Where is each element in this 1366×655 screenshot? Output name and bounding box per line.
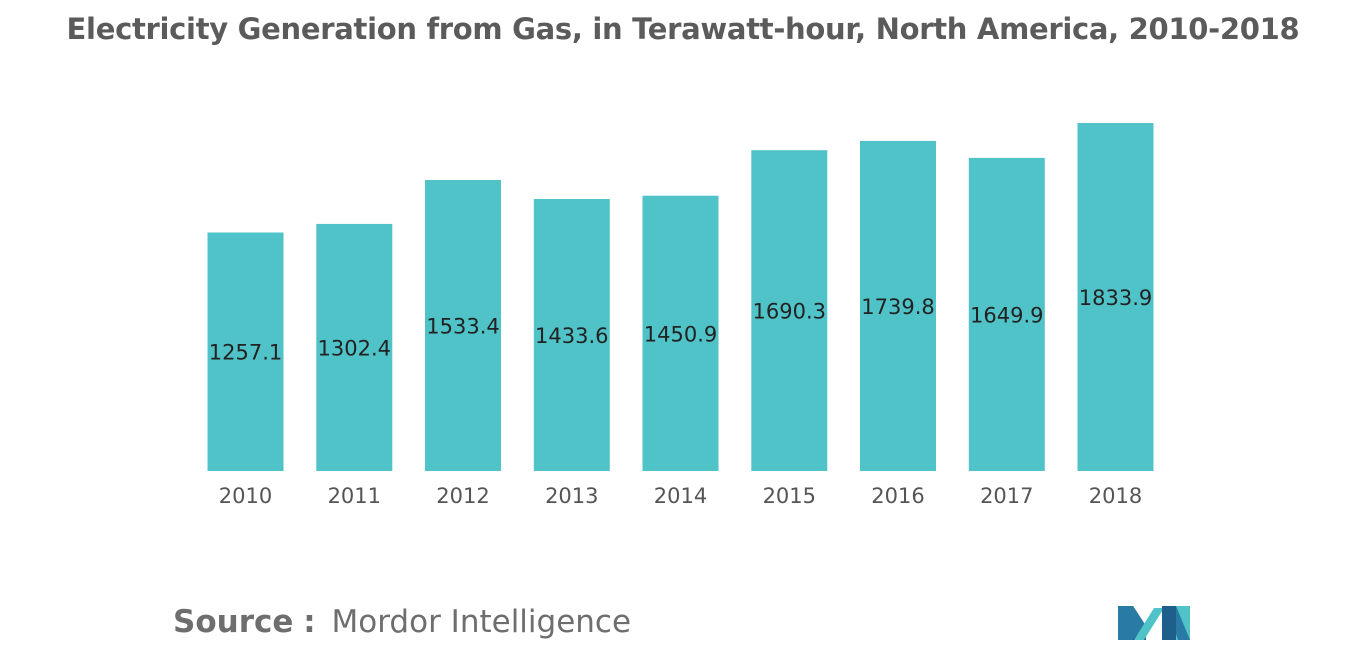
value-label-2011: 1302.4 — [318, 336, 391, 360]
x-tick-label-2016: 2016 — [871, 484, 924, 508]
bar-2015 — [751, 150, 828, 471]
mordor-intelligence-logo-icon — [1118, 606, 1190, 640]
source-name: Mordor Intelligence — [331, 604, 632, 640]
bar-2017 — [968, 157, 1045, 471]
bars-group — [207, 123, 1154, 471]
value-label-2017: 1649.9 — [970, 304, 1043, 328]
value-label-2016: 1739.8 — [861, 295, 934, 319]
value-label-2013: 1433.6 — [535, 324, 608, 348]
value-label-2014: 1450.9 — [644, 322, 717, 346]
x-tick-label-2017: 2017 — [980, 484, 1033, 508]
bar-2011 — [316, 223, 393, 471]
x-tick-label-2012: 2012 — [436, 484, 489, 508]
bar-2010 — [207, 232, 284, 471]
value-label-2018: 1833.9 — [1079, 286, 1152, 310]
x-tick-label-2014: 2014 — [654, 484, 707, 508]
bar-2014 — [642, 195, 719, 471]
value-label-2010: 1257.1 — [209, 341, 282, 365]
value-label-2012: 1533.4 — [426, 315, 499, 339]
x-tick-label-2013: 2013 — [545, 484, 598, 508]
x-tick-label-2011: 2011 — [328, 484, 381, 508]
bar-chart: 1257.1 1302.4 1533.4 1433.6 1450.9 1690.3 1739… — [207, 123, 1154, 508]
value-label-2015: 1690.3 — [753, 300, 826, 324]
bar-2013 — [533, 199, 610, 471]
bar-2016 — [860, 140, 936, 471]
source-credit: Source : Mordor Intelligence — [173, 604, 631, 640]
chart-title: Electricity Generation from Gas, in Tera… — [66, 12, 1300, 46]
x-tick-label-2018: 2018 — [1089, 484, 1142, 508]
x-tick-labels-group: 2010 2011 2012 2013 2014 2015 2016 2017 2018 — [219, 484, 1142, 508]
source-separator: : — [303, 604, 316, 640]
bar-2012 — [425, 180, 501, 471]
source-label: Source — [173, 604, 294, 640]
bar-2018 — [1077, 123, 1154, 471]
x-tick-label-2015: 2015 — [763, 484, 816, 508]
value-labels-group: 1257.1 1302.4 1533.4 1433.6 1450.9 1690.3 1739… — [209, 286, 1152, 365]
x-tick-label-2010: 2010 — [219, 484, 272, 508]
